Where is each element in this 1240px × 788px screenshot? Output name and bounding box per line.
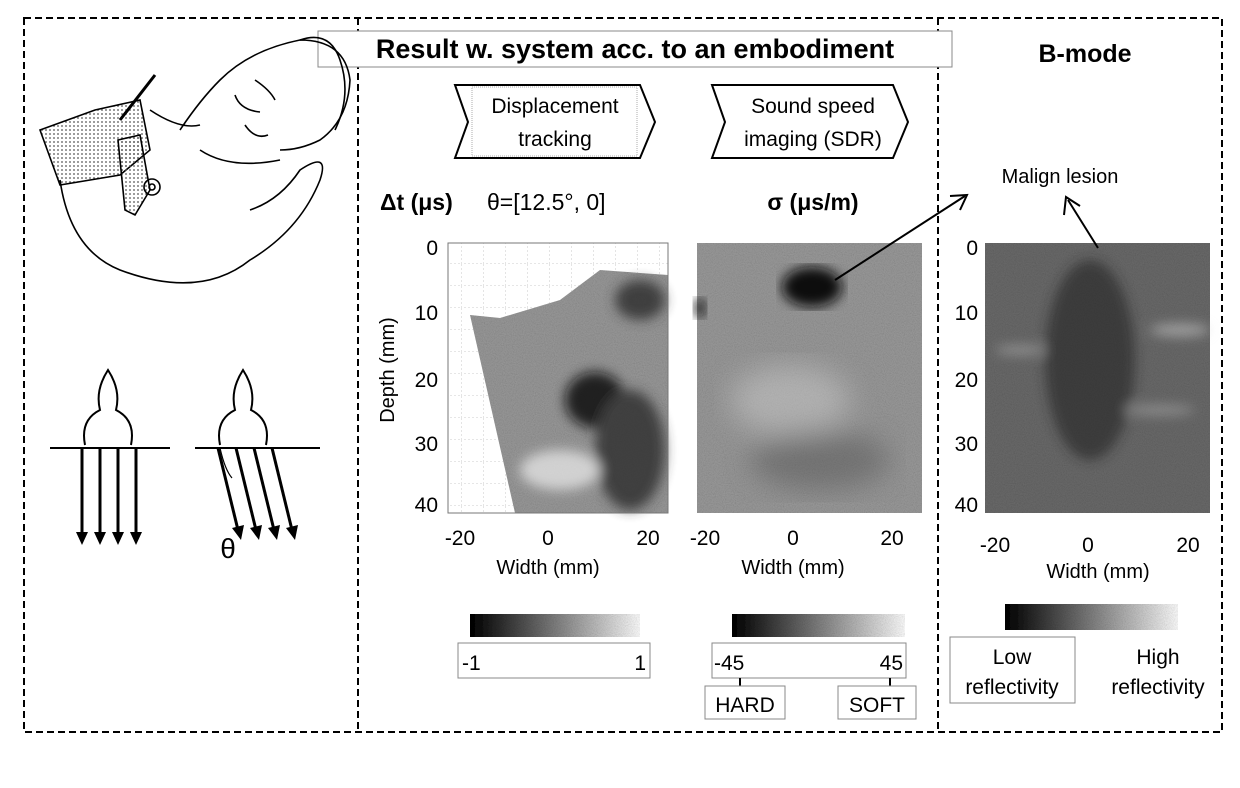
xtick: 0 (542, 527, 554, 550)
displacement-xlabel: Width (mm) (496, 557, 599, 579)
bmode-colorbar: Low reflectivity High reflectivity (949, 604, 1205, 704)
xtick: 20 (880, 527, 903, 550)
sdr-colorbar: -45 45 HARD SOFT (704, 614, 917, 720)
ytick: 20 (955, 369, 978, 392)
displacement-yticks: 0 10 20 30 40 (415, 237, 438, 517)
ytick: 30 (955, 433, 978, 456)
probe-straight-beams (50, 368, 170, 545)
xtick: 20 (1176, 534, 1199, 557)
step-label-line2: imaging (SDR) (744, 128, 882, 151)
bmode-image (985, 243, 1210, 513)
xtick: -20 (690, 527, 720, 550)
step-sound-speed-imaging: Sound speed imaging (SDR) (710, 84, 910, 159)
displacement-image (447, 242, 669, 514)
bmode-xticks: -20 0 20 (980, 534, 1200, 557)
hard-label: HARD (715, 694, 775, 717)
colorbar-min: -1 (462, 652, 481, 675)
ytick: 0 (966, 237, 978, 260)
bmode-yticks: 0 10 20 30 40 (955, 237, 978, 517)
low-label: reflectivity (965, 676, 1059, 699)
xtick: 0 (787, 527, 799, 550)
low-label: Low (993, 646, 1032, 669)
figure-title: Result w. system acc. to an embodiment (376, 34, 894, 64)
malign-lesion-label: Malign lesion (1002, 166, 1119, 188)
soft-label: SOFT (849, 694, 905, 717)
xtick: -20 (980, 534, 1010, 557)
high-label: reflectivity (1111, 676, 1205, 699)
high-label: High (1136, 646, 1179, 669)
bmode-xlabel: Width (mm) (1046, 561, 1149, 583)
ytick: 30 (415, 433, 438, 456)
steering-angle: θ=[12.5°, 0] (487, 189, 606, 215)
displacement-ylabel: Depth (mm) (377, 317, 399, 423)
sdr-xticks: -20 0 20 (690, 527, 904, 550)
colorbar-min: -45 (714, 652, 744, 675)
sdr-quantity: σ (μs/m) (767, 189, 858, 215)
ytick: 20 (415, 369, 438, 392)
step-label-line1: Sound speed (751, 95, 875, 118)
bmode-title: B-mode (1038, 40, 1131, 68)
xtick: -20 (445, 527, 475, 550)
outer-frame (23, 17, 1223, 733)
colorbar-max: 45 (880, 652, 903, 675)
step-label-line2: tracking (518, 128, 592, 151)
sdr-xlabel: Width (mm) (741, 557, 844, 579)
ytick: 40 (955, 494, 978, 517)
sdr-image (694, 243, 922, 513)
displacement-colorbar: -1 1 (457, 614, 651, 679)
title-box (317, 30, 953, 68)
probe-steered-beams (195, 368, 320, 540)
lesion-arrows (834, 193, 1099, 281)
displacement-xticks: -20 0 20 (445, 527, 660, 550)
theta-label: θ (220, 533, 236, 564)
ytick: 40 (415, 494, 438, 517)
ytick: 0 (426, 237, 438, 260)
displacement-quantity: Δt (μs) (380, 189, 453, 215)
step-displacement-tracking: Displacement tracking (453, 84, 657, 159)
ytick: 10 (415, 302, 438, 325)
xtick: 20 (636, 527, 659, 550)
patient-illustration (38, 36, 351, 284)
colorbar-max: 1 (634, 652, 646, 675)
ytick: 10 (955, 302, 978, 325)
xtick: 0 (1082, 534, 1094, 557)
step-label-line1: Displacement (491, 95, 618, 118)
